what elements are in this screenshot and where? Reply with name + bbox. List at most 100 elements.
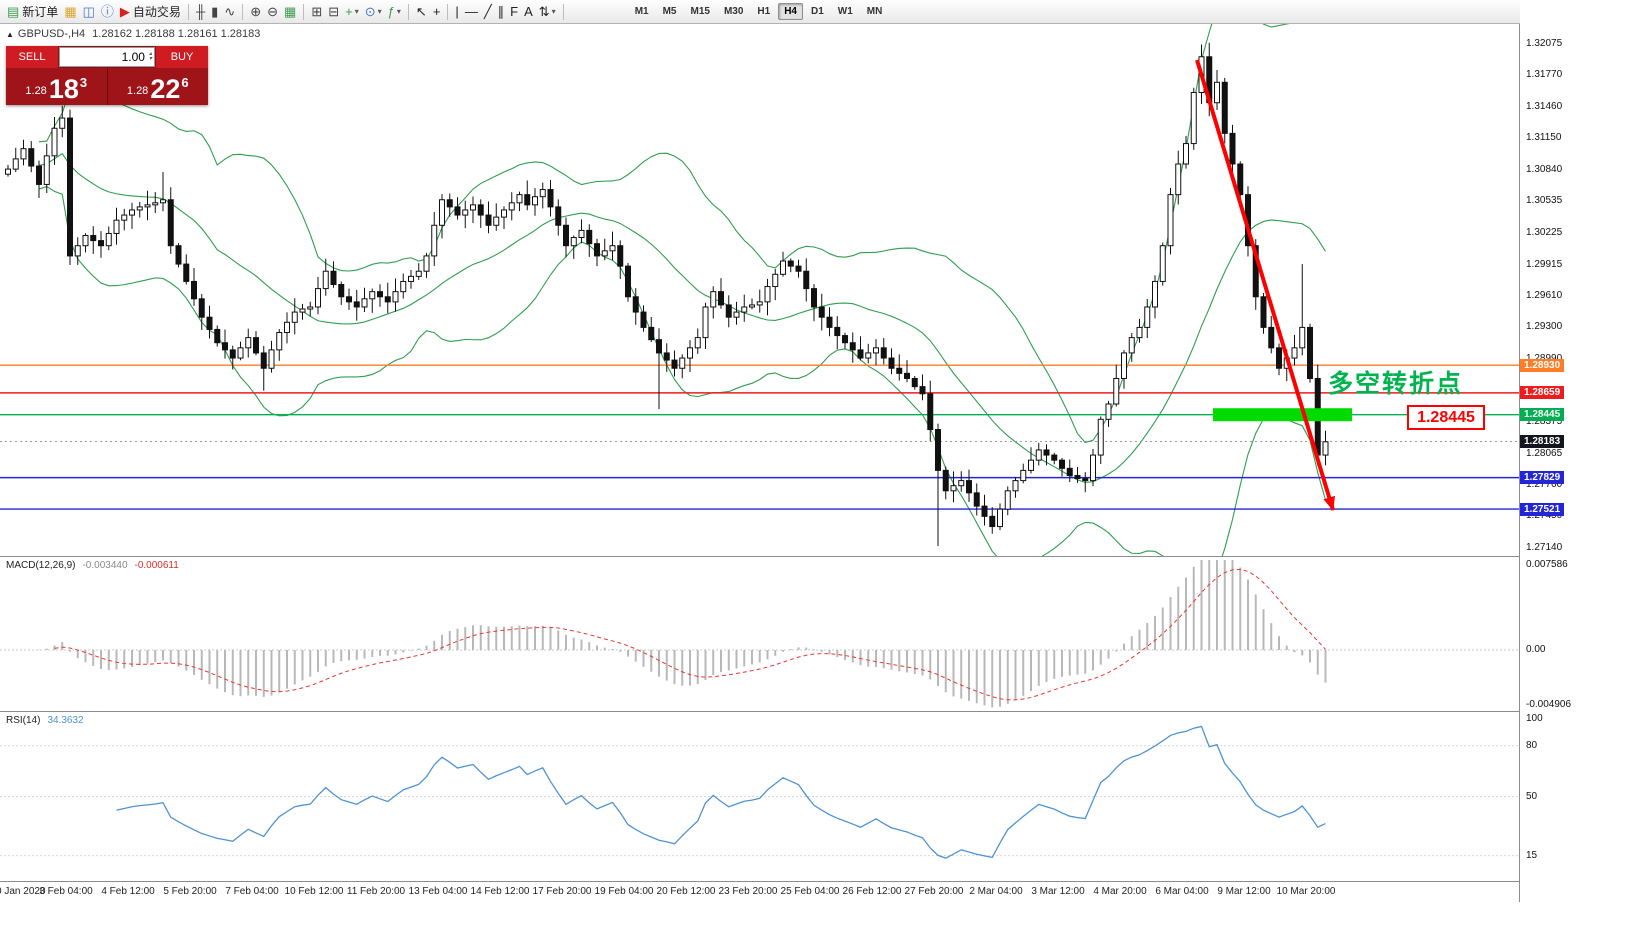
horizontal-line-icon[interactable]: —: [462, 2, 481, 22]
chart-annotation-text: 多空转折点: [1328, 370, 1464, 398]
price-tick: 1.29915: [1526, 258, 1563, 270]
cascade-windows-icon[interactable]: ⊟: [325, 2, 342, 22]
pane-separator[interactable]: [0, 556, 1652, 557]
price-level-tag: 1.28445: [1520, 408, 1565, 422]
time-label: 10 Mar 20:00: [1276, 886, 1336, 897]
support-highlight-rectangle[interactable]: [1213, 408, 1352, 422]
timeframe-M5[interactable]: M5: [662, 6, 677, 17]
time-label: 26 Feb 12:00: [842, 886, 902, 897]
arrows-icon[interactable]: ⇅ ▾: [536, 2, 559, 22]
rsi-chart: [0, 725, 1519, 859]
rsi-pane[interactable]: RSI(14) 34.3632: [0, 712, 1519, 881]
price-tick: 1.28990: [1526, 353, 1562, 364]
sell-price[interactable]: 1.28 18 3: [25, 74, 88, 104]
new-chart-button[interactable]: + ▾: [342, 2, 362, 22]
price-tick: 1.27450: [1526, 510, 1563, 522]
crosshair-icon[interactable]: +: [430, 2, 444, 22]
channel-icon[interactable]: ∥: [495, 2, 508, 22]
periods-button[interactable]: ⊙ ▾: [362, 2, 385, 22]
volume-input[interactable]: 1.00 ▴ ▾: [59, 47, 155, 67]
tile-windows-icon[interactable]: ⊞: [308, 2, 325, 22]
toolbar-separator: [303, 3, 305, 20]
price-tick: 1.30225: [1526, 226, 1563, 238]
channel-icon-glyph: ∥: [497, 4, 505, 19]
one-click-trading-panel: SELL 1.00 ▴ ▾ BUY 1.28 18 3 1.28 22 6: [6, 46, 208, 105]
time-label: 19 Feb 04:00: [594, 886, 654, 897]
timeframe-D1[interactable]: D1: [811, 6, 824, 17]
ohlc-values: 1.28162 1.28188 1.28161 1.28183: [92, 28, 261, 40]
macd-axis-label: -0.004906: [1526, 698, 1572, 710]
time-label: 3 Feb 04:00: [39, 886, 93, 897]
zoom-in-icon-glyph: ⊕: [250, 4, 262, 19]
zoom-out-icon[interactable]: ⊖: [264, 2, 281, 22]
indicators-button[interactable]: ƒ ▾: [385, 2, 404, 22]
chevron-down-icon: ▾: [551, 7, 556, 16]
macd-histogram: [38, 560, 1327, 708]
candlestick-mode-icon[interactable]: ▮: [208, 2, 221, 22]
bar-chart-mode-icon[interactable]: ╫: [193, 2, 208, 22]
horizontal-level-lines: [0, 364, 1519, 510]
grid-icon-glyph: ▦: [284, 4, 297, 19]
toolbar-separator: [447, 3, 449, 20]
periods-button-glyph: ⊙: [364, 4, 376, 19]
cascade-windows-icon-glyph: ⊟: [328, 4, 340, 19]
spin-up-icon[interactable]: ▴: [148, 51, 152, 57]
time-label: 7 Feb 04:00: [225, 886, 279, 897]
buy-button[interactable]: BUY: [156, 46, 208, 68]
volume-value: 1.00: [121, 50, 145, 64]
timeframe-H1[interactable]: H1: [757, 6, 771, 17]
zoom-in-icon[interactable]: ⊕: [247, 2, 264, 22]
vertical-line-icon[interactable]: |: [452, 2, 461, 22]
pane-separator[interactable]: [0, 881, 1652, 882]
macd-label: MACD(12,26,9) -0.003440 -0.000611: [6, 560, 179, 571]
sell-button[interactable]: SELL: [6, 46, 58, 68]
price-tick: 1.30535: [1526, 195, 1563, 207]
spin-down-icon[interactable]: ▾: [148, 56, 152, 62]
timeframe-M30[interactable]: M30: [723, 6, 744, 17]
price-level-tag: 1.28659: [1520, 386, 1565, 400]
price-level-tag: 1.27521: [1520, 502, 1565, 516]
chart-symbol-label: ▲ GBPUSD-,H4 1.28162 1.28188 1.28161 1.281…: [6, 28, 260, 40]
rsi-axis-label: 15: [1526, 849, 1538, 861]
trendline-icon[interactable]: ╱: [481, 2, 495, 22]
crosshair-icon-glyph: +: [432, 4, 441, 19]
grid-icon[interactable]: ▦: [281, 2, 299, 22]
downtrend-arrow[interactable]: [1195, 59, 1335, 511]
trendline-icon-glyph: ╱: [483, 4, 492, 19]
volume-spinner[interactable]: ▴ ▾: [148, 51, 152, 62]
price-chart-pane[interactable]: ▲ GBPUSD-,H4 1.28162 1.28188 1.28161 1.281…: [0, 24, 1519, 556]
timeframe-MN[interactable]: MN: [866, 6, 883, 17]
fibonacci-icon-glyph: F: [510, 4, 519, 19]
text-icon[interactable]: A: [521, 2, 536, 22]
autotrading-button[interactable]: ▶ 自动交易: [117, 2, 184, 22]
price-tick: 1.31150: [1526, 132, 1562, 144]
timeframe-W1[interactable]: W1: [837, 6, 853, 17]
new-order-button[interactable]: ▤ 新订单: [4, 2, 61, 22]
macd-pane[interactable]: MACD(12,26,9) -0.003440 -0.000611: [0, 557, 1519, 711]
autotrading-button-glyph: ▶: [119, 4, 130, 19]
rsi-line: [116, 725, 1326, 859]
cursor-icon[interactable]: ↖: [413, 2, 430, 22]
data-window-icon-glyph: ⓘ: [100, 4, 114, 19]
timeframe-M1[interactable]: M1: [634, 6, 649, 17]
indicators-button-glyph: ƒ: [387, 4, 395, 19]
price-level-tag: 1.28930: [1520, 358, 1565, 372]
pane-separator[interactable]: [0, 711, 1652, 712]
new-order-button-glyph: ▤: [7, 4, 20, 19]
horizontal-line-icon-glyph: —: [464, 4, 478, 19]
timeframe-H4[interactable]: H4: [778, 3, 803, 20]
line-chart-mode-icon[interactable]: ∿: [221, 2, 238, 22]
buy-price[interactable]: 1.28 22 6: [126, 74, 189, 104]
timeframe-M15[interactable]: M15: [690, 6, 710, 17]
collapse-arrow-icon[interactable]: ▲: [6, 30, 14, 39]
time-label: 9 Mar 12:00: [1217, 886, 1271, 897]
data-window-icon[interactable]: ⓘ: [98, 2, 117, 22]
price-axis[interactable]: 1.32075 1.31770 1.31460 1.31150 1.30840 1.305…: [1520, 0, 1652, 951]
macd-chart: [0, 560, 1519, 708]
tile-windows-icon-glyph: ⊞: [311, 4, 323, 19]
chart-profiles-icon[interactable]: ▦: [61, 2, 79, 22]
fibonacci-icon[interactable]: F: [507, 2, 521, 22]
market-watch-icon[interactable]: ◫: [80, 2, 98, 22]
